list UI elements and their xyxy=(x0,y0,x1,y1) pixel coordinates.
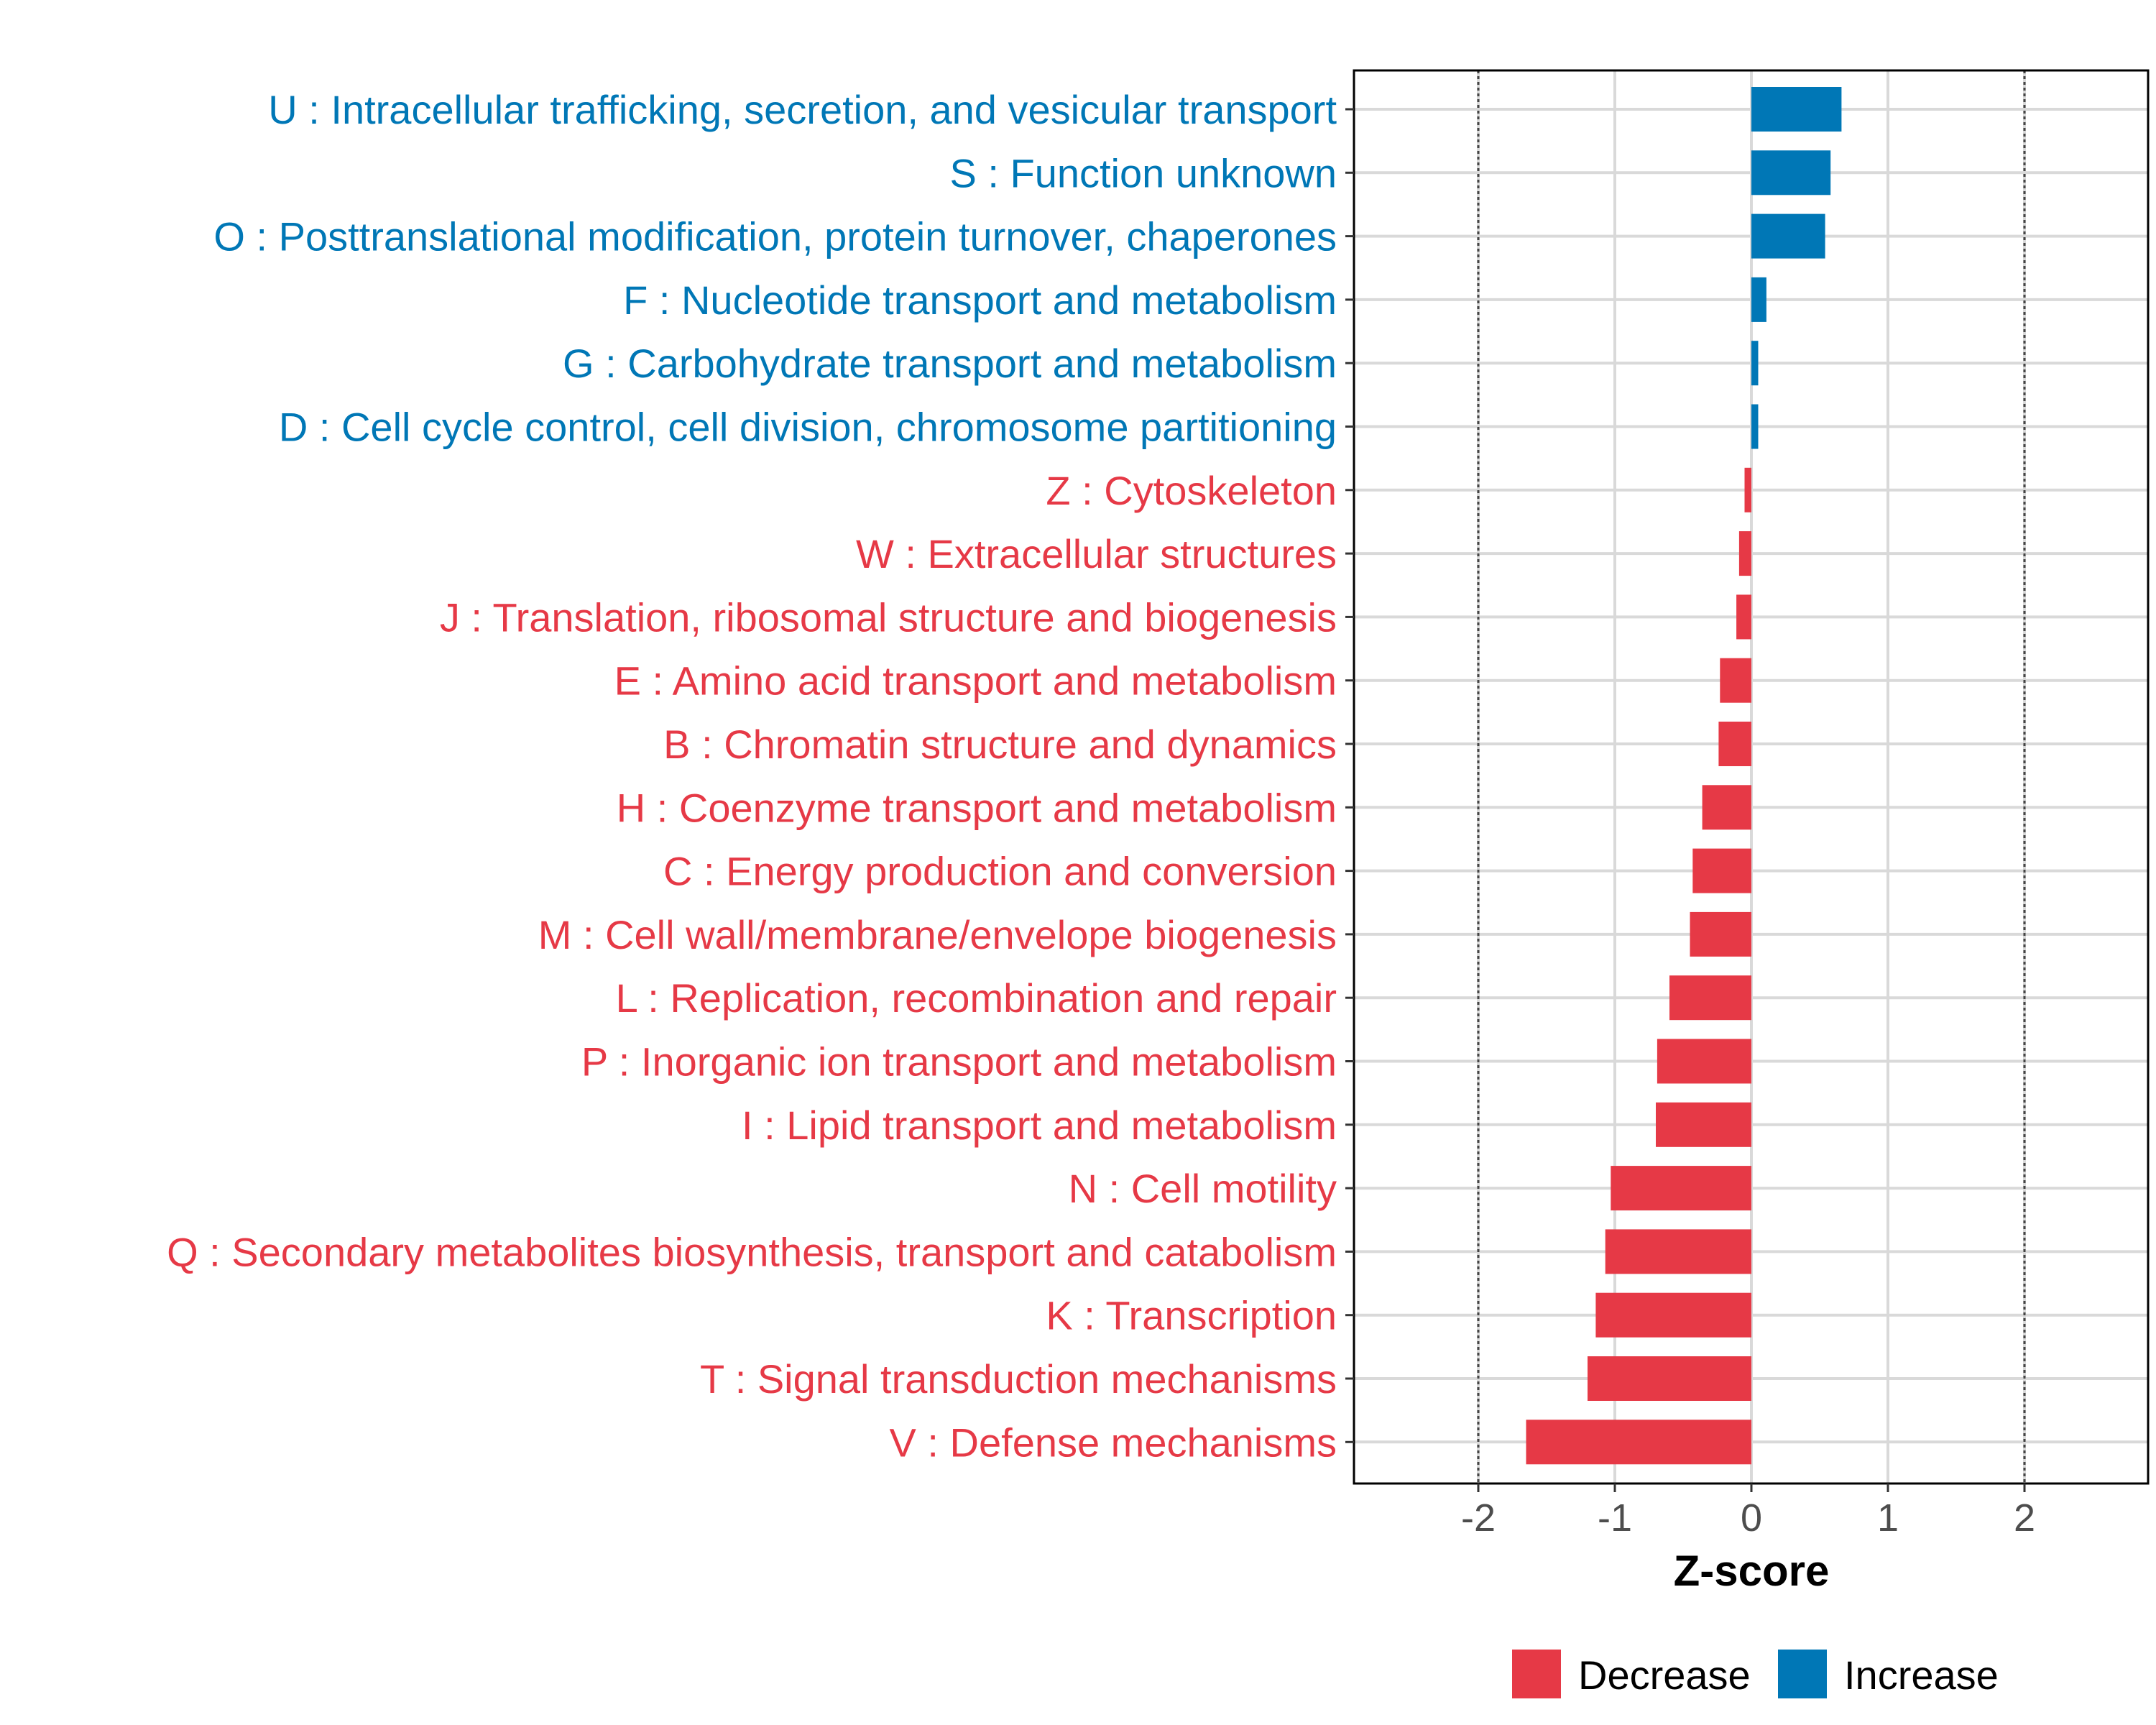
bar xyxy=(1526,1420,1751,1465)
bar xyxy=(1718,722,1751,766)
bar xyxy=(1595,1292,1751,1338)
x-axis-ticks: -2 -1 0 1 2 xyxy=(1461,1484,2035,1540)
y-tick-label: Q : Secondary metabolites biosynthesis, … xyxy=(167,1229,1337,1274)
y-tick-label: E : Amino acid transport and metabolism xyxy=(614,658,1337,704)
y-tick-label: H : Coenzyme transport and metabolism xyxy=(617,785,1337,830)
y-tick-label: I : Lipid transport and metabolism xyxy=(742,1103,1337,1148)
y-tick-label: Z : Cytoskeleton xyxy=(1046,468,1337,513)
y-tick-label: L : Replication, recombination and repai… xyxy=(616,975,1337,1021)
legend-label-decrease: Decrease xyxy=(1578,1652,1751,1698)
bar xyxy=(1656,1102,1751,1147)
bar xyxy=(1751,277,1766,322)
bar xyxy=(1702,785,1751,830)
y-tick-label: W : Extracellular structures xyxy=(856,531,1337,576)
y-tick-label: K : Transcription xyxy=(1046,1293,1337,1338)
bar xyxy=(1588,1356,1751,1401)
bar xyxy=(1720,658,1751,703)
legend-label-increase: Increase xyxy=(1844,1652,1999,1698)
bar xyxy=(1611,1166,1751,1211)
bar xyxy=(1751,213,1825,259)
bar xyxy=(1751,404,1759,449)
bar xyxy=(1751,87,1842,132)
x-tick-label: -1 xyxy=(1598,1496,1632,1540)
x-tick-label: 0 xyxy=(1741,1496,1762,1540)
y-tick-label: S : Function unknown xyxy=(949,150,1337,196)
x-tick-label: -2 xyxy=(1461,1496,1496,1540)
x-axis-label: Z-score xyxy=(1674,1547,1830,1595)
y-tick-label: N : Cell motility xyxy=(1069,1166,1337,1211)
y-tick-label: C : Energy production and conversion xyxy=(663,849,1337,894)
y-tick-label: D : Cell cycle control, cell division, c… xyxy=(279,405,1337,450)
legend: Decrease Increase xyxy=(1512,1650,1999,1698)
y-axis-ticks: U : Intracellular trafficking, secretion… xyxy=(167,87,1354,1465)
legend-swatch-increase xyxy=(1778,1650,1827,1698)
bar xyxy=(1657,1039,1751,1084)
x-tick-label: 1 xyxy=(1877,1496,1899,1540)
bar xyxy=(1744,467,1751,512)
bar xyxy=(1751,150,1831,196)
bar xyxy=(1692,848,1751,893)
y-tick-label: O : Posttranslational modification, prot… xyxy=(213,214,1337,259)
legend-swatch-decrease xyxy=(1512,1650,1561,1698)
y-tick-label: V : Defense mechanisms xyxy=(890,1420,1337,1465)
y-tick-label: M : Cell wall/membrane/envelope biogenes… xyxy=(538,912,1337,957)
y-tick-label: U : Intracellular trafficking, secretion… xyxy=(268,87,1337,132)
bar xyxy=(1738,531,1751,576)
bar xyxy=(1690,911,1751,957)
bar xyxy=(1605,1229,1751,1274)
y-tick-label: B : Chromatin structure and dynamics xyxy=(663,722,1337,767)
y-tick-label: T : Signal transduction mechanisms xyxy=(700,1356,1337,1402)
bars xyxy=(1526,87,1842,1465)
bar xyxy=(1669,975,1751,1021)
x-tick-label: 2 xyxy=(2014,1496,2035,1540)
y-tick-label: P : Inorganic ion transport and metaboli… xyxy=(581,1039,1337,1085)
bar xyxy=(1751,341,1759,386)
bar xyxy=(1736,594,1751,640)
y-tick-label: G : Carbohydrate transport and metabolis… xyxy=(563,341,1337,386)
y-tick-label: J : Translation, ribosomal structure and… xyxy=(440,594,1337,640)
y-tick-label: F : Nucleotide transport and metabolism xyxy=(623,277,1337,323)
